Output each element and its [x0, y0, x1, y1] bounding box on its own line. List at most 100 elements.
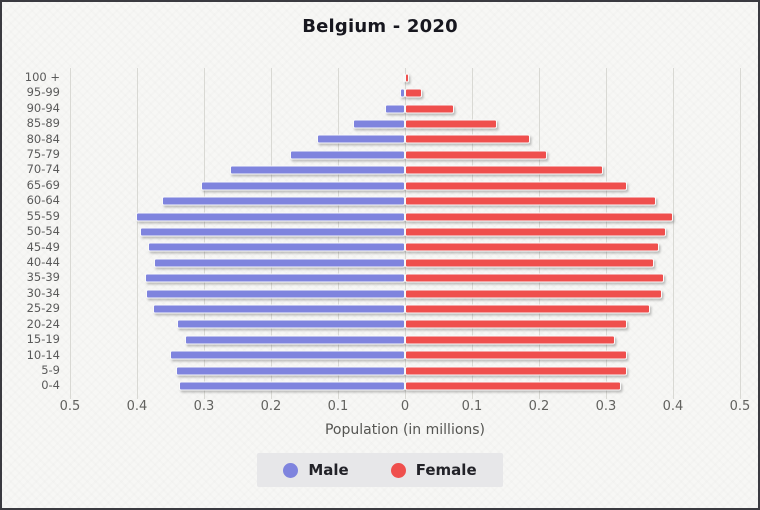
age-group-label: 30-34: [26, 285, 60, 300]
legend-item-male: Male: [283, 461, 349, 479]
bar-area: [70, 209, 740, 224]
age-group-label: 70-74: [26, 162, 60, 177]
male-bar: [200, 181, 405, 191]
pyramid-row-20-24: 20-24: [2, 317, 758, 332]
female-bar: [405, 381, 621, 391]
age-group-label: 5-9: [41, 362, 60, 377]
pyramid-row-0-4: 0-4: [2, 378, 758, 393]
pyramid-row-40-44: 40-44: [2, 255, 758, 270]
pyramid-row-35-39: 35-39: [2, 270, 758, 285]
pyramid-row-95-99: 95-99: [2, 85, 758, 100]
female-bar: [405, 88, 422, 98]
legend-box: Male Female: [257, 453, 503, 487]
male-bar: [230, 165, 405, 175]
age-group-label: 25-29: [26, 301, 60, 316]
male-bar: [400, 88, 405, 98]
bar-area: [70, 132, 740, 147]
male-bar: [145, 273, 405, 283]
age-group-label: 15-19: [26, 332, 60, 347]
female-bar: [405, 165, 603, 175]
bar-area: [70, 116, 740, 131]
legend: Male Female: [2, 453, 758, 487]
pyramid-row-80-84: 80-84: [2, 132, 758, 147]
age-group-label: 40-44: [26, 255, 60, 270]
pyramid-row-85-89: 85-89: [2, 116, 758, 131]
pyramid-row-75-79: 75-79: [2, 147, 758, 162]
x-tick-label: 0.2: [260, 399, 282, 414]
x-tick-label: 0.3: [595, 399, 617, 414]
x-tick-label: 0.1: [327, 399, 349, 414]
age-group-label: 100 +: [24, 69, 60, 84]
bar-area: [70, 101, 740, 116]
pyramid-row-60-64: 60-64: [2, 193, 758, 208]
x-axis-ticks: 0.5 0.4 0.3 0.2 0.1 0 0.1 0.2 0.3 0.4 0.5: [60, 399, 751, 415]
x-tick-label: 0.5: [729, 399, 751, 414]
pyramid-row-25-29: 25-29: [2, 301, 758, 316]
pyramid-row-100+: 100 +: [2, 69, 758, 85]
pyramid-row-15-19: 15-19: [2, 332, 758, 347]
bar-area: [70, 70, 740, 85]
bar-area: [70, 240, 740, 255]
bar-area: [70, 378, 740, 393]
male-bar: [175, 366, 405, 376]
male-bar: [140, 227, 405, 237]
male-bar: [317, 134, 405, 144]
x-tick-label: 0.1: [461, 399, 483, 414]
x-tick-label: 0.4: [662, 399, 684, 414]
pyramid-row-70-74: 70-74: [2, 162, 758, 178]
pyramid-row-50-54: 50-54: [2, 224, 758, 239]
female-bar: [405, 73, 410, 83]
x-axis-label: Population (in millions): [324, 422, 486, 438]
bar-area: [70, 224, 740, 239]
male-bar: [384, 104, 405, 114]
male-bar: [162, 196, 405, 206]
bar-area: [70, 193, 740, 208]
bar-area: [70, 147, 740, 162]
age-group-label: 65-69: [26, 177, 60, 192]
female-bar: [405, 212, 673, 221]
male-color-dot-icon: [283, 462, 299, 478]
female-bar: [405, 350, 628, 360]
female-bar: [405, 134, 530, 144]
pyramid-row-5-9: 5-9: [2, 362, 758, 378]
gridline: [740, 68, 741, 399]
male-bar: [184, 335, 405, 345]
x-tick-label: 0.4: [126, 399, 148, 414]
bar-area: [70, 178, 740, 193]
age-group-label: 45-49: [26, 239, 60, 254]
age-group-label: 35-39: [26, 270, 60, 285]
female-color-dot-icon: [390, 462, 406, 478]
bar-area: [70, 332, 740, 347]
female-bar: [405, 289, 663, 299]
age-group-label: 0-4: [41, 378, 60, 393]
gridline: [673, 68, 674, 399]
female-bar: [405, 242, 659, 252]
legend-label-female: Female: [415, 461, 477, 479]
age-group-label: 55-59: [26, 208, 60, 223]
male-bar: [146, 289, 405, 299]
pyramid-row-10-14: 10-14: [2, 347, 758, 363]
female-bar: [405, 104, 454, 114]
x-tick-label: 0: [400, 399, 410, 414]
age-group-label: 60-64: [26, 193, 60, 208]
male-bar: [176, 319, 405, 329]
pyramid-row-55-59: 55-59: [2, 208, 758, 224]
pyramid-rows: 100 +95-99 90-94 85-89 80-84 75-79 70-74 65-69…: [2, 69, 758, 394]
pyramid-row-90-94: 90-94: [2, 101, 758, 116]
female-bar: [405, 366, 627, 376]
chart-title: Belgium - 2020: [302, 16, 458, 37]
female-bar: [405, 196, 656, 206]
male-bar: [169, 350, 405, 360]
bar-area: [70, 85, 740, 100]
age-group-label: 10-14: [26, 347, 60, 362]
female-bar: [405, 304, 651, 314]
bar-area: [70, 255, 740, 270]
male-bar: [147, 242, 405, 252]
female-bar: [405, 335, 615, 345]
female-bar: [405, 119, 498, 129]
age-group-label: 50-54: [26, 224, 60, 239]
female-bar: [405, 227, 666, 237]
legend-item-female: Female: [390, 461, 477, 479]
male-bar: [153, 258, 405, 268]
male-bar: [403, 73, 405, 83]
